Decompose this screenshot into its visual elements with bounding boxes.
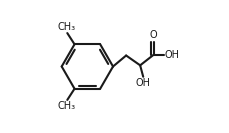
Text: O: O bbox=[149, 30, 157, 40]
Text: CH₃: CH₃ bbox=[57, 101, 75, 111]
Text: OH: OH bbox=[134, 78, 149, 88]
Text: CH₃: CH₃ bbox=[57, 22, 75, 32]
Text: OH: OH bbox=[164, 50, 178, 60]
